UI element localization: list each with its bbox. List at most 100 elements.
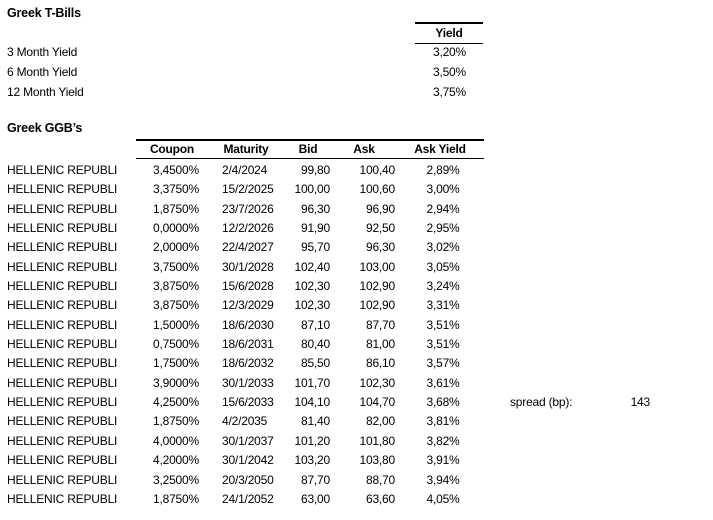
bond-maturity-cell: 30/1/2028 [222,259,274,274]
bond-ask-cell: 103,80 [359,453,395,468]
bond-ask-yield-cell: 3,00% [426,182,460,197]
bond-name-cell: HELLENIC REPUBLI [7,240,118,255]
bond-bid-cell: 102,40 [294,259,330,274]
bond-maturity-cell: 12/2/2026 [222,221,274,236]
bond-name-cell: HELLENIC REPUBLI [7,453,118,468]
bond-coupon-cell: 1,8750% [153,201,199,216]
bond-name-cell: HELLENIC REPUBLI [7,279,118,294]
bond-name-cell: HELLENIC REPUBLI [7,356,118,371]
ggb-bond-row: HELLENIC REPUBLI 3,8750% 15/6/2028 102,3… [0,277,713,296]
tbills-title: Greek T-Bills [7,6,81,20]
bond-maturity-cell: 18/6/2032 [222,356,274,371]
bond-ask-cell: 102,30 [359,375,395,390]
bond-ask-yield-cell: 2,95% [426,221,460,236]
bond-bid-cell: 100,00 [294,182,330,197]
bond-name-cell: HELLENIC REPUBLI [7,433,118,448]
bond-ask-yield-cell: 3,05% [426,259,460,274]
ggbs-header-row: Coupon Maturity Bid Ask Ask Yield [136,139,484,159]
bond-coupon-cell: 3,4500% [153,163,199,177]
ggb-bond-row: HELLENIC REPUBLI 0,7500% 18/6/2031 80,40… [0,335,713,354]
bond-ask-yield-cell: 3,24% [426,279,460,294]
ggb-bond-row: HELLENIC REPUBLI 1,8750% 24/1/2052 63,00… [0,490,713,509]
bond-ask-cell: 103,00 [359,259,395,274]
spread-label: spread (bp): [510,395,573,409]
bond-ask-yield-cell: 3,81% [426,414,460,429]
bond-ask-cell: 102,90 [359,298,395,313]
bond-coupon-cell: 4,2000% [153,453,199,468]
ggb-bond-row: HELLENIC REPUBLI 0,0000% 12/2/2026 91,90… [0,219,713,238]
bond-maturity-cell: 24/1/2052 [222,491,274,506]
bond-bid-cell: 87,70 [300,472,330,487]
bond-ask-yield-cell: 2,94% [426,201,460,216]
bond-bid-cell: 63,00 [300,491,330,506]
bond-name-cell: HELLENIC REPUBLI [7,472,118,487]
bond-ask-yield-cell: 4,05% [426,491,460,506]
tbill-row: 12 Month Yield 3,75% [0,83,713,103]
header-maturity: Maturity [223,142,269,156]
bond-ask-cell: 86,10 [365,356,395,371]
bond-maturity-cell: 18/6/2031 [222,337,274,352]
bond-ask-yield-cell: 2,89% [426,163,460,177]
bond-maturity-cell: 12/3/2029 [222,298,274,313]
tbill-row: 3 Month Yield 3,20% [0,43,713,63]
bond-maturity-cell: 30/1/2037 [222,433,274,448]
bond-name-cell: HELLENIC REPUBLI [7,395,118,410]
bond-name-cell: HELLENIC REPUBLI [7,163,118,177]
bond-bid-cell: 96,30 [300,201,330,216]
tbill-row: 6 Month Yield 3,50% [0,63,713,83]
bond-maturity-cell: 18/6/2030 [222,317,274,332]
bond-ask-yield-cell: 3,82% [426,433,460,448]
bond-ask-cell: 101,80 [359,433,395,448]
header-ask-yield: Ask Yield [414,142,466,156]
bond-name-cell: HELLENIC REPUBLI [7,317,118,332]
bond-bid-cell: 101,70 [294,375,330,390]
ggb-bond-row: HELLENIC REPUBLI 3,2500% 20/3/2050 87,70… [0,471,713,490]
bond-ask-yield-cell: 3,31% [426,298,460,313]
bond-name-cell: HELLENIC REPUBLI [7,201,118,216]
header-bid: Bid [298,142,318,156]
bond-coupon-cell: 4,2500% [153,395,199,410]
bond-name-cell: HELLENIC REPUBLI [7,182,118,197]
bond-maturity-cell: 15/6/2033 [222,395,274,410]
bond-bid-cell: 95,70 [300,240,330,255]
bond-ask-yield-cell: 3,94% [426,472,460,487]
bond-maturity-cell: 2/4/2024 [222,163,268,177]
ggb-bond-row: HELLENIC REPUBLI 4,0000% 30/1/2037 101,2… [0,432,713,451]
bond-ask-cell: 87,70 [365,317,395,332]
tbill-yield-cell: 3,20% [432,45,466,59]
bond-maturity-cell: 20/3/2050 [222,472,274,487]
bond-ask-yield-cell: 3,51% [426,317,460,332]
bond-bid-cell: 81,40 [300,414,330,429]
bond-ask-cell: 82,00 [365,414,395,429]
header-coupon: Coupon [149,142,195,156]
tbills-yield-column-header: Yield [415,22,483,44]
bond-ask-yield-cell: 3,57% [426,356,460,371]
bond-coupon-cell: 3,3750% [153,182,199,197]
bond-bid-cell: 99,80 [300,163,330,177]
bond-name-cell: HELLENIC REPUBLI [7,375,118,390]
tbills-rows: 3 Month Yield 3,20% 6 Month Yield 3,50% … [0,43,713,102]
ggb-bond-row: HELLENIC REPUBLI 3,9000% 30/1/2033 101,7… [0,374,713,393]
ggb-bond-row: HELLENIC REPUBLI 3,8750% 12/3/2029 102,3… [0,296,713,315]
tbill-label-cell: 12 Month Yield [7,84,84,99]
bond-coupon-cell: 3,9000% [153,375,199,390]
bond-name-cell: HELLENIC REPUBLI [7,259,118,274]
bond-ask-cell: 88,70 [365,472,395,487]
ggb-bond-row: HELLENIC REPUBLI 1,5000% 18/6/2030 87,10… [0,316,713,335]
bond-coupon-cell: 3,2500% [153,472,199,487]
bond-name-cell: HELLENIC REPUBLI [7,414,118,429]
ggb-bond-row: HELLENIC REPUBLI 1,7500% 18/6/2032 85,50… [0,354,713,373]
bond-name-cell: HELLENIC REPUBLI [7,491,118,506]
bond-ask-yield-cell: 3,61% [426,375,460,390]
bond-coupon-cell: 0,0000% [153,221,199,236]
bond-bid-cell: 103,20 [294,453,330,468]
bond-bid-cell: 80,40 [300,337,330,352]
bond-coupon-cell: 1,8750% [153,491,199,506]
bond-maturity-cell: 30/1/2033 [222,375,274,390]
ggb-bond-row: HELLENIC REPUBLI 3,4500% 2/4/2024 99,80 … [0,161,713,180]
bond-ask-cell: 96,30 [365,240,395,255]
bond-ask-cell: 92,50 [365,221,395,236]
tbill-label-cell: 6 Month Yield [7,64,78,79]
ggb-bond-row: HELLENIC REPUBLI 1,8750% 23/7/2026 96,30… [0,200,713,219]
bond-bid-cell: 87,10 [300,317,330,332]
